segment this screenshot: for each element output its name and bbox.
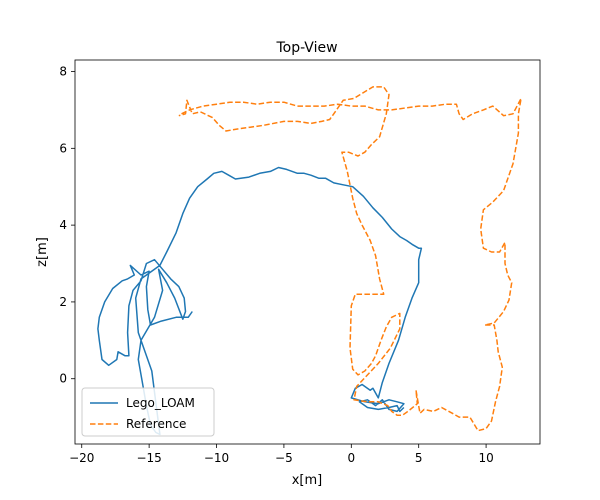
x-axis-ticks: −20 −15 −10 −5 0 5 10 <box>69 444 494 465</box>
y-axis-ticks: 0 2 4 6 8 <box>59 65 75 386</box>
x-tick-label: 5 <box>415 451 423 465</box>
legend: Lego_LOAM Reference <box>81 387 215 437</box>
legend-label-0: Lego_LOAM <box>126 396 195 410</box>
x-tick-label: −5 <box>275 451 293 465</box>
y-tick-label: 6 <box>59 141 67 155</box>
y-tick-label: 4 <box>59 218 67 232</box>
y-tick-label: 8 <box>59 65 67 79</box>
x-tick-label: −15 <box>136 451 161 465</box>
y-tick-label: 0 <box>59 372 67 386</box>
legend-label-1: Reference <box>126 417 186 431</box>
x-tick-label: −20 <box>69 451 94 465</box>
axes-frame <box>74 59 541 445</box>
x-tick-label: 0 <box>347 451 355 465</box>
x-tick-label: −10 <box>204 451 229 465</box>
x-tick-label: 10 <box>478 451 493 465</box>
y-tick-label: 2 <box>59 295 67 309</box>
plot-area <box>97 86 522 436</box>
chart-title: Top-View <box>275 40 337 56</box>
y-axis-label: z[m] <box>35 237 50 267</box>
x-axis-label: x[m] <box>292 473 323 488</box>
series-line-1 <box>178 86 522 432</box>
series-line-0 <box>97 166 423 436</box>
